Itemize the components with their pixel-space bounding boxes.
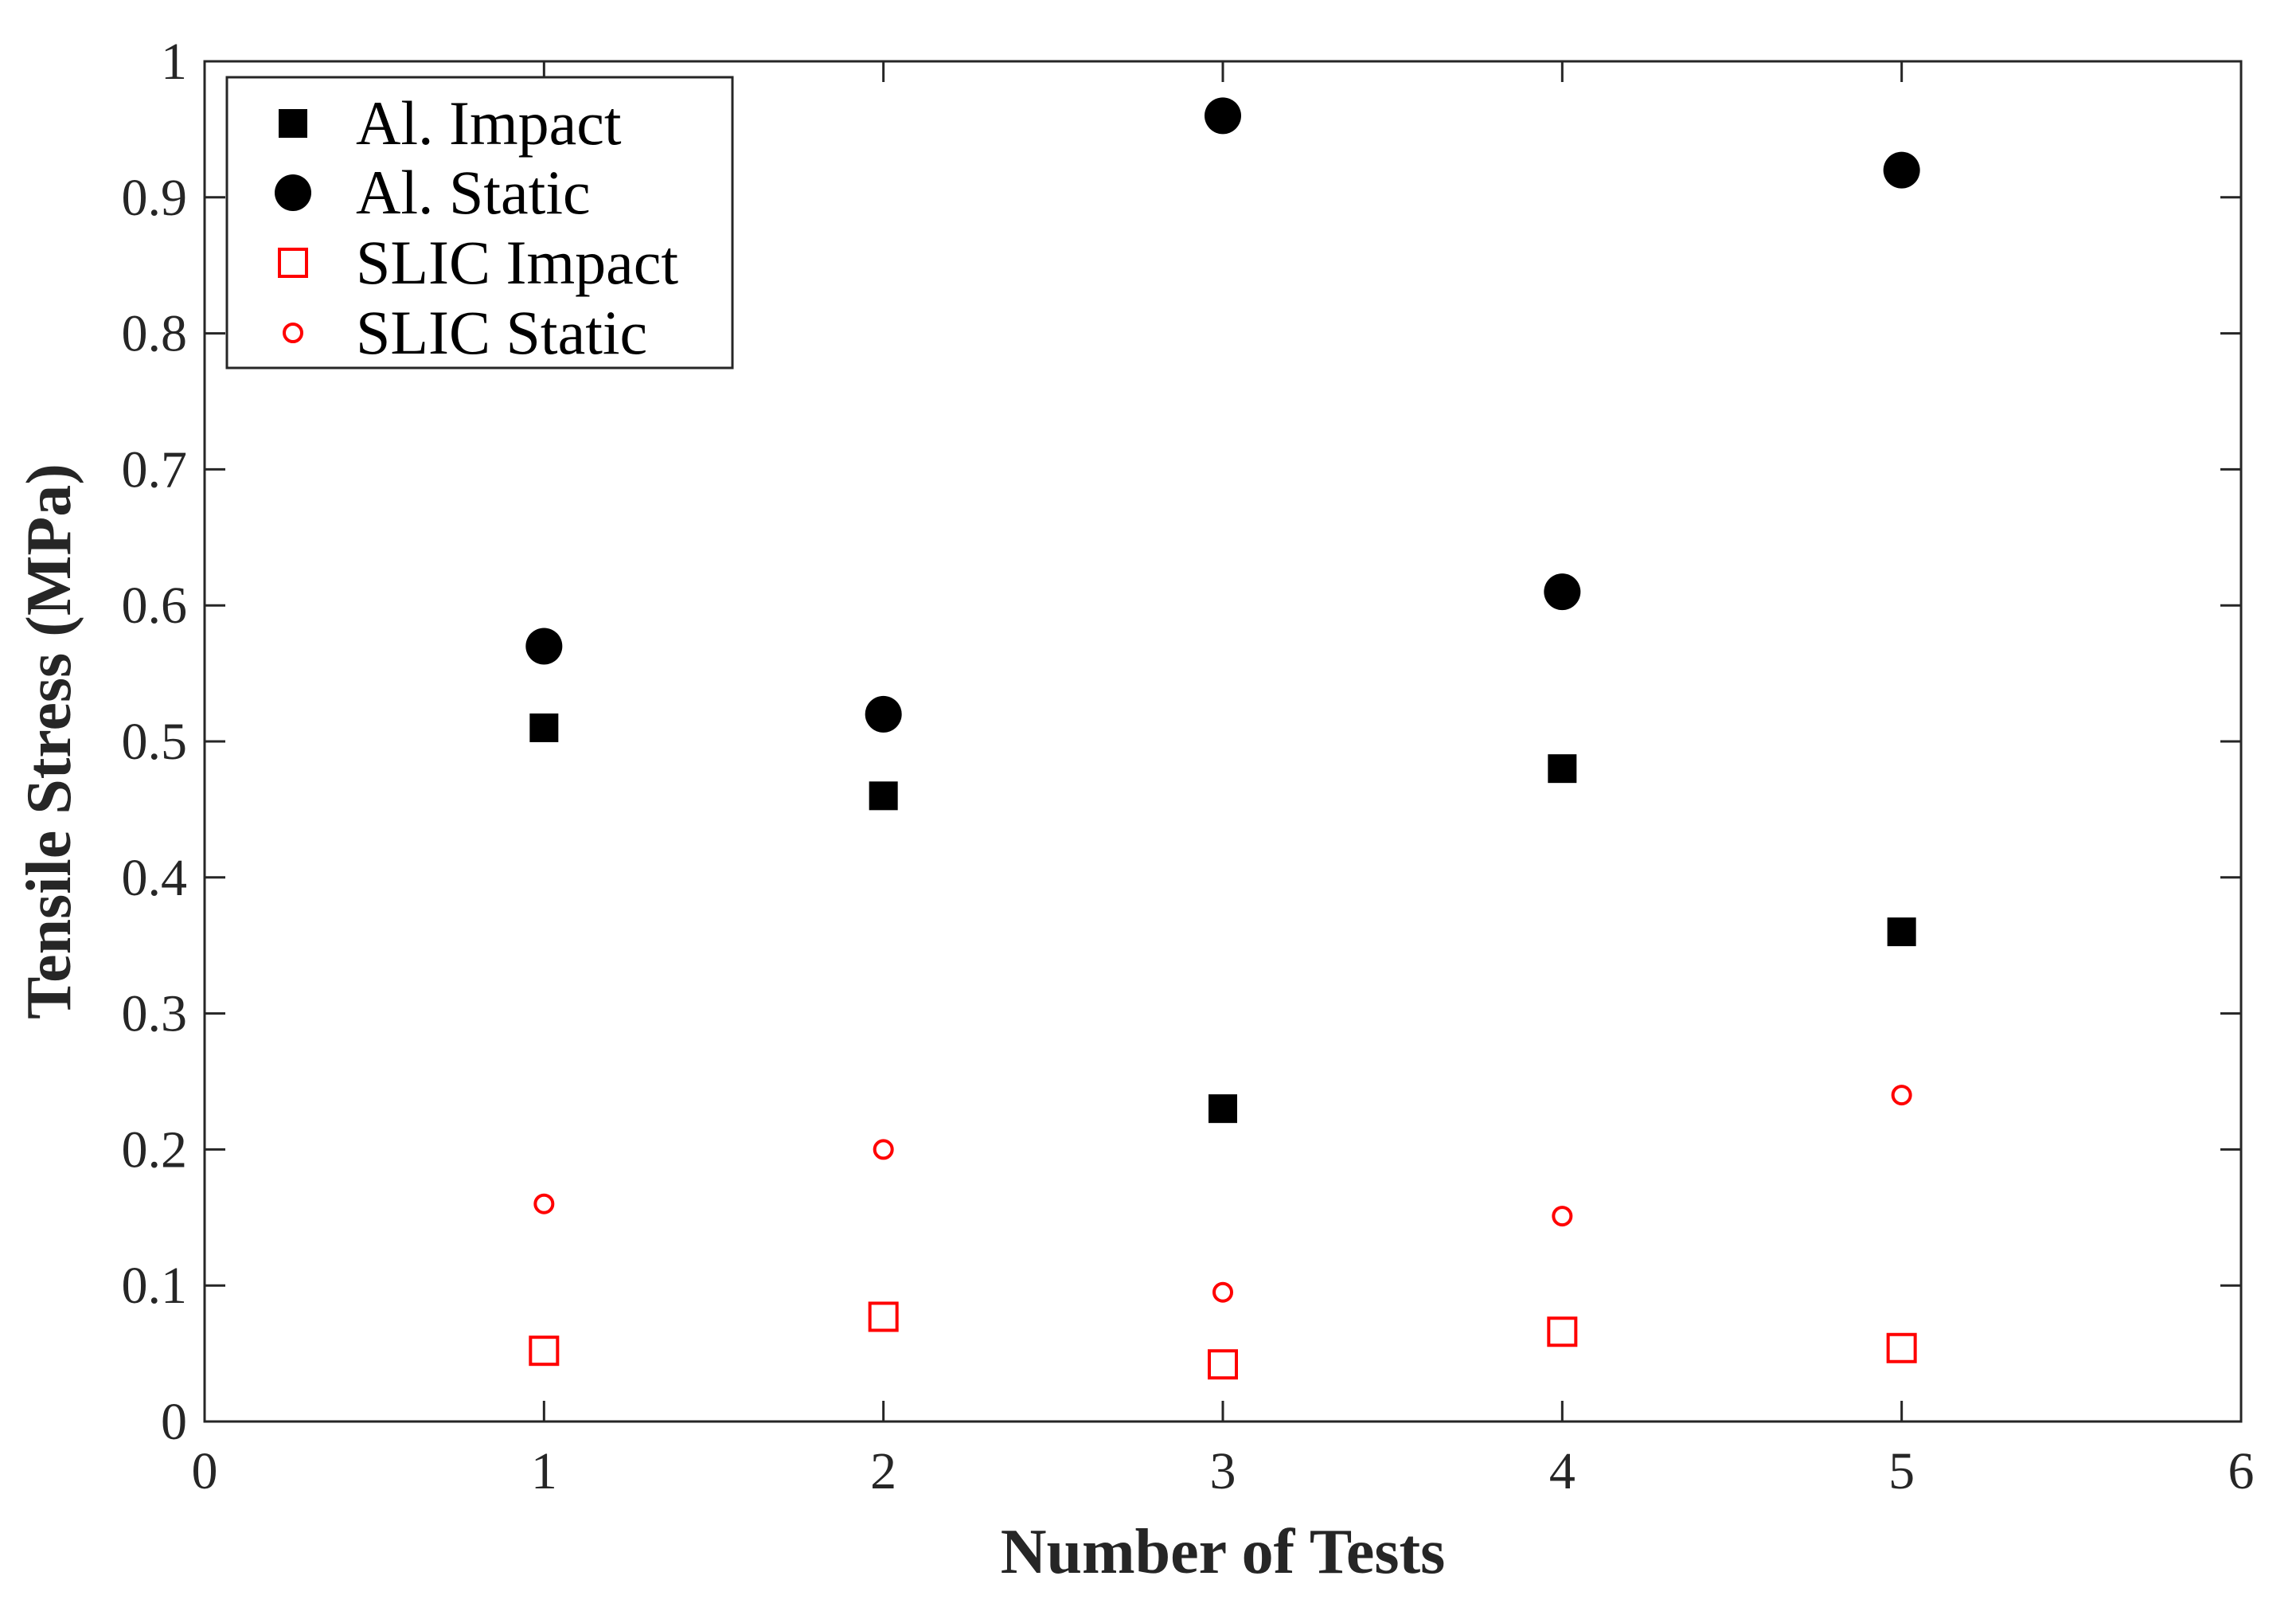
x-tick-label: 5 xyxy=(1888,1442,1915,1500)
y-tick-label: 0.5 xyxy=(122,713,188,771)
y-axis-title: Tensile Stress (MPa) xyxy=(14,463,84,1019)
legend-marker xyxy=(275,174,311,211)
data-point xyxy=(1544,573,1581,611)
x-tick-label: 0 xyxy=(192,1442,218,1500)
x-tick-label: 1 xyxy=(531,1442,557,1500)
data-point xyxy=(1883,151,1920,189)
x-axis-title: Number of Tests xyxy=(1001,1517,1446,1587)
x-tick-label: 6 xyxy=(2228,1442,2255,1500)
data-point xyxy=(873,1139,894,1160)
x-tick-label: 2 xyxy=(870,1442,896,1500)
data-point xyxy=(868,1301,899,1332)
data-point xyxy=(1212,1281,1233,1303)
y-tick-label: 1 xyxy=(161,33,187,91)
data-point xyxy=(529,713,559,742)
legend-label: SLIC Impact xyxy=(356,228,678,297)
x-tick-label: 3 xyxy=(1210,1442,1236,1500)
data-point xyxy=(1887,917,1916,947)
y-tick-label: 0 xyxy=(161,1393,187,1451)
data-point xyxy=(533,1193,555,1214)
y-tick-label: 0.9 xyxy=(122,169,188,227)
y-tick-label: 0.3 xyxy=(122,985,188,1043)
data-point xyxy=(1548,754,1577,784)
data-point xyxy=(525,628,563,665)
data-point xyxy=(1547,1316,1578,1347)
data-point xyxy=(869,781,898,811)
legend-label: Al. Impact xyxy=(356,88,622,158)
data-point xyxy=(529,1335,560,1367)
legend-marker xyxy=(278,248,308,278)
data-point xyxy=(1552,1206,1573,1227)
data-point xyxy=(1209,1094,1237,1124)
y-tick-label: 0.2 xyxy=(122,1120,188,1179)
x-tick-label: 4 xyxy=(1549,1442,1576,1500)
series-al-impact xyxy=(529,713,1916,1124)
series-slic-static xyxy=(533,1085,1912,1303)
y-tick-label: 0.1 xyxy=(122,1257,188,1315)
legend-box xyxy=(225,76,734,370)
y-tick-label: 0.8 xyxy=(122,305,188,363)
data-marks xyxy=(525,97,1920,1380)
legend-marker xyxy=(283,323,303,343)
data-point xyxy=(1205,97,1241,135)
series-al-static xyxy=(525,97,1920,733)
data-point xyxy=(1891,1085,1912,1106)
legend-label: Al. Static xyxy=(356,158,591,227)
legend-label: SLIC Static xyxy=(356,298,647,367)
data-point xyxy=(1208,1349,1238,1380)
y-tick-label: 0.6 xyxy=(122,577,188,635)
data-point xyxy=(1886,1332,1917,1363)
axes: 0 1 2 3 4 5 6 0 0.1 0.2 0.3 0.4 0.5 0.6 0.7 0.8 0.9 1 xyxy=(122,33,2255,1500)
legend-marker xyxy=(279,109,307,138)
series-slic-impact xyxy=(529,1301,1917,1380)
y-tick-label: 0.7 xyxy=(122,440,188,499)
y-tick-label: 0.4 xyxy=(122,849,188,907)
data-point xyxy=(865,695,902,733)
